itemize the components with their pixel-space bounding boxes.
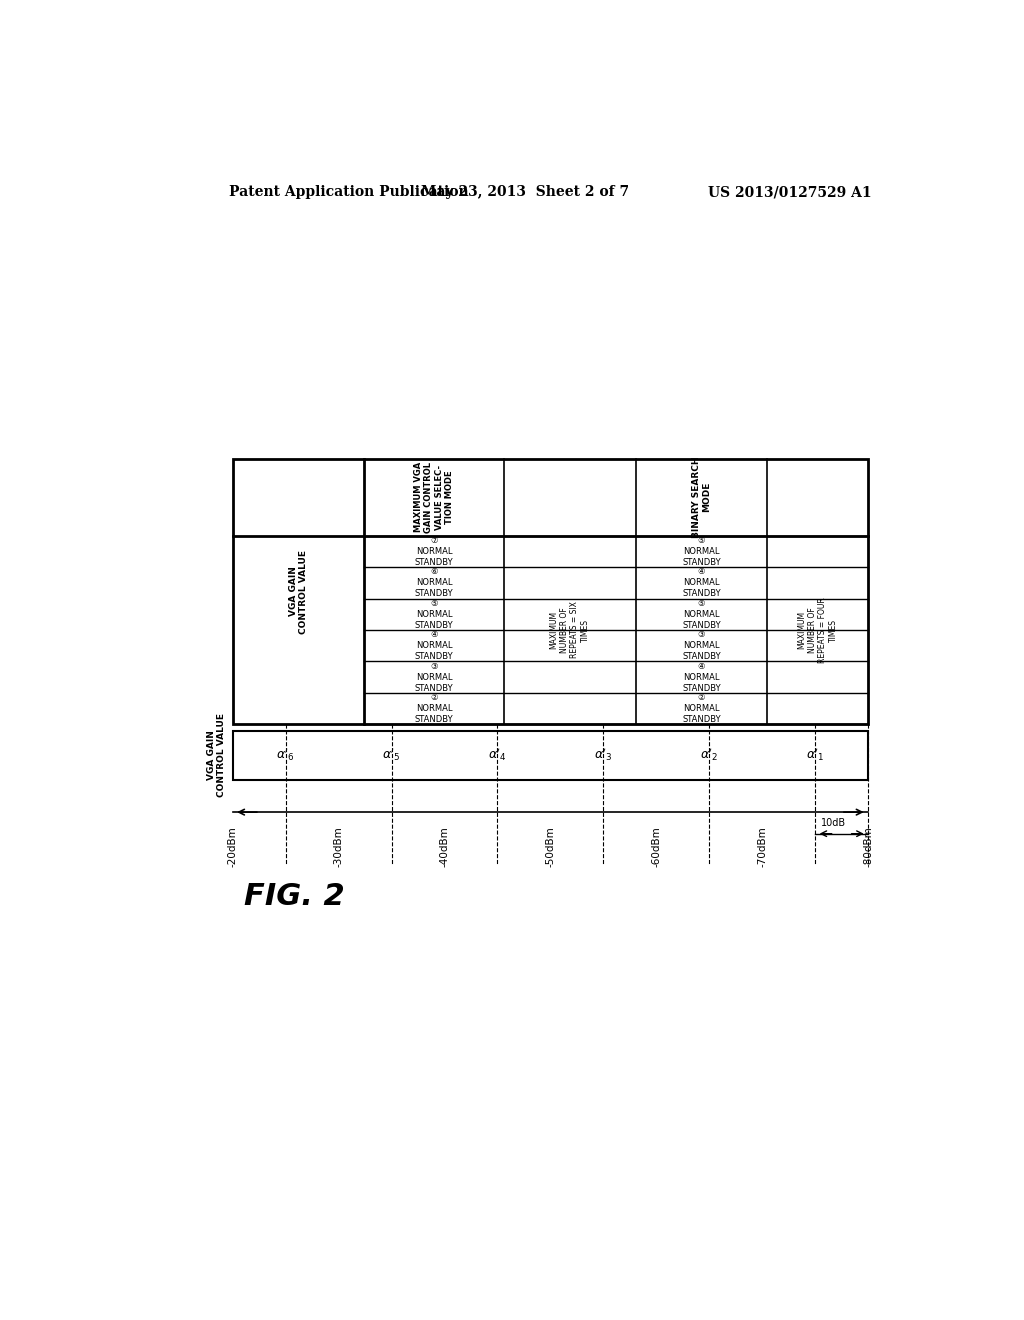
Text: BINARY SEARCH
MODE: BINARY SEARCH MODE <box>692 457 712 539</box>
Text: MAXIMUM
NUMBER OF
REPEATS = SIX
TIMES: MAXIMUM NUMBER OF REPEATS = SIX TIMES <box>550 602 590 659</box>
Text: ④
NORMAL
STANDBY: ④ NORMAL STANDBY <box>415 630 454 661</box>
Text: -70dBm: -70dBm <box>757 826 767 867</box>
Text: ⑤
NORMAL
STANDBY: ⑤ NORMAL STANDBY <box>682 599 721 630</box>
Text: MAXIMUM VGA
GAIN CONTROL
VALUE SELEC-
TION MODE: MAXIMUM VGA GAIN CONTROL VALUE SELEC- TI… <box>414 462 455 533</box>
Text: ③
NORMAL
STANDBY: ③ NORMAL STANDBY <box>415 661 454 693</box>
Bar <box>232 730 868 780</box>
Text: ⑥
NORMAL
STANDBY: ⑥ NORMAL STANDBY <box>415 568 454 598</box>
Text: -80dBm: -80dBm <box>863 826 873 867</box>
Text: $\alpha'$$_2$: $\alpha'$$_2$ <box>700 747 719 763</box>
Text: $\alpha'$$_3$: $\alpha'$$_3$ <box>594 747 612 763</box>
Text: May 23, 2013  Sheet 2 of 7: May 23, 2013 Sheet 2 of 7 <box>421 185 629 199</box>
Text: -50dBm: -50dBm <box>546 826 555 867</box>
Text: ③
NORMAL
STANDBY: ③ NORMAL STANDBY <box>682 630 721 661</box>
Text: VGA GAIN
CONTROL VALUE: VGA GAIN CONTROL VALUE <box>289 549 308 634</box>
Text: ⑤
NORMAL
STANDBY: ⑤ NORMAL STANDBY <box>682 536 721 568</box>
Text: ④
NORMAL
STANDBY: ④ NORMAL STANDBY <box>682 661 721 693</box>
Bar <box>232 459 868 725</box>
Text: $\alpha'$$_4$: $\alpha'$$_4$ <box>488 747 507 763</box>
Text: Patent Application Publication: Patent Application Publication <box>228 185 468 199</box>
Text: MAXIMUM
NUMBER OF
REPEATS = FOUR
TIMES: MAXIMUM NUMBER OF REPEATS = FOUR TIMES <box>798 597 838 663</box>
Text: ②
NORMAL
STANDBY: ② NORMAL STANDBY <box>415 693 454 725</box>
Text: 10dB: 10dB <box>821 818 847 829</box>
Text: ⑦
NORMAL
STANDBY: ⑦ NORMAL STANDBY <box>415 536 454 568</box>
Text: FIG. 2: FIG. 2 <box>245 882 345 911</box>
Text: US 2013/0127529 A1: US 2013/0127529 A1 <box>709 185 872 199</box>
Text: -20dBm: -20dBm <box>227 826 238 867</box>
Text: -30dBm: -30dBm <box>334 826 343 867</box>
Text: ⑤
NORMAL
STANDBY: ⑤ NORMAL STANDBY <box>415 599 454 630</box>
Text: -40dBm: -40dBm <box>439 826 450 867</box>
Text: -60dBm: -60dBm <box>651 826 662 867</box>
Text: ④
NORMAL
STANDBY: ④ NORMAL STANDBY <box>682 568 721 598</box>
Text: $\alpha'$$_1$: $\alpha'$$_1$ <box>806 747 824 763</box>
Text: ②
NORMAL
STANDBY: ② NORMAL STANDBY <box>682 693 721 725</box>
Text: $\alpha'$$_5$: $\alpha'$$_5$ <box>382 747 400 763</box>
Text: VGA GAIN
CONTROL VALUE: VGA GAIN CONTROL VALUE <box>207 713 226 797</box>
Text: $\alpha'$$_6$: $\alpha'$$_6$ <box>276 747 295 763</box>
